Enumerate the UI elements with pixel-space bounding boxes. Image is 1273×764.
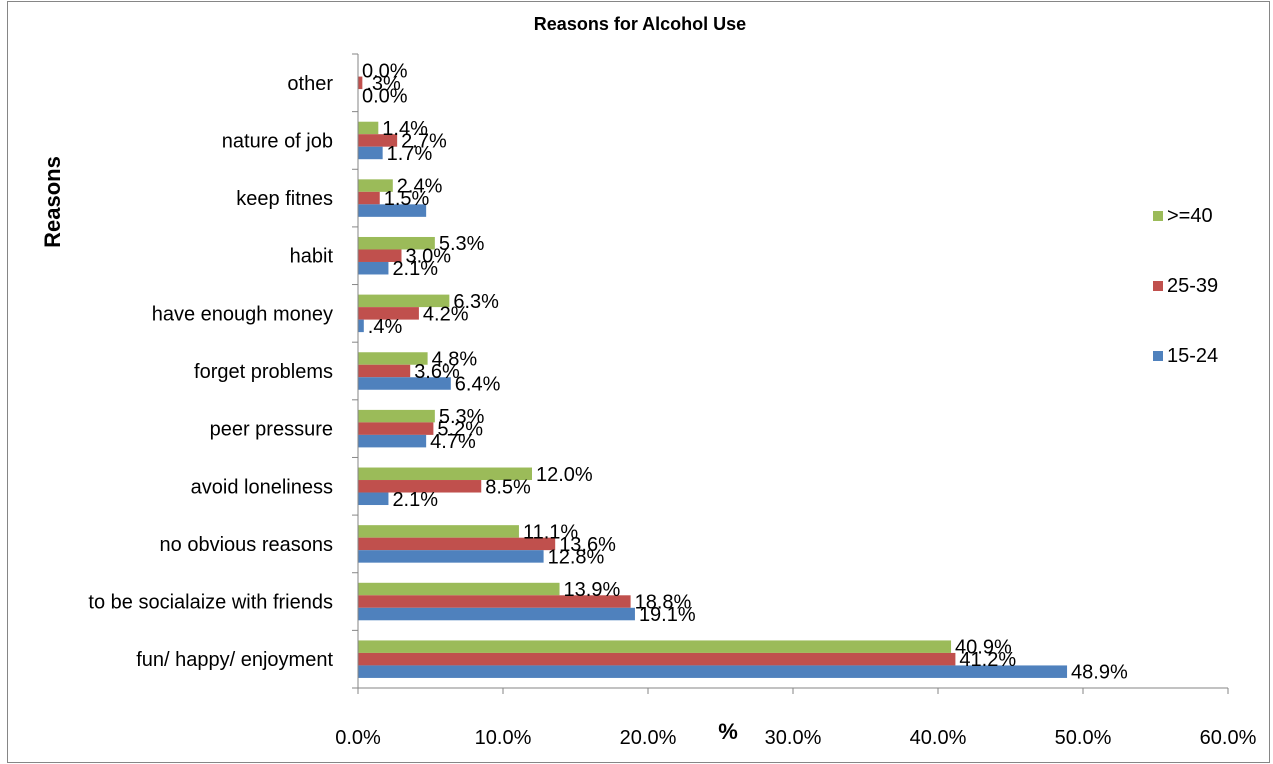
bar-25-39-peer-pressure [358,422,434,435]
x-tick-label: 60.0% [1200,727,1257,749]
data-label-25-39-fun-happy-enjoyment: 41.2% [959,649,1016,671]
bar-40-to-be-socialaize-with-friends [358,582,560,596]
category-label-have-enough-money: have enough money [152,303,333,325]
category-label-fun-happy-enjoyment: fun/ happy/ enjoyment [136,649,333,671]
bar-15-24-avoid-loneliness [358,492,389,506]
data-label-15-24-fun-happy-enjoyment: 48.9% [1071,662,1128,684]
legend-label-15-24: 15-24 [1167,345,1218,367]
legend-swatch-15-24 [1153,351,1163,361]
bar-40-habit [358,236,435,250]
bar-25-39-have-enough-money [358,307,419,320]
data-label-40-other: 0.0% [362,60,408,82]
bar-25-39-nature-of-job [358,134,398,147]
bar-25-39-habit [358,249,402,262]
data-label-15-24-to-be-socialaize-with-friends: 19.1% [639,604,696,626]
data-label-40-have-enough-money: 6.3% [453,291,499,313]
axes-layer: 0.0% 10.0% 20.0% 30.0% 40.0% 50.0% 60.0% other n… [88,53,1257,749]
bar-40-avoid-loneliness [358,467,532,481]
category-label-habit: habit [290,246,334,268]
y-axis-title: Reasons [40,156,65,248]
bar-40-keep-fitnes [358,179,393,192]
data-label-40-avoid-loneliness: 12.0% [536,464,593,486]
data-label-25-39-have-enough-money: 4.2% [423,303,469,325]
bar-15-24-nature-of-job [358,146,383,160]
x-axis-title: % [718,719,738,744]
data-label-15-24-peer-pressure: 4.7% [430,431,476,453]
bar-25-39-avoid-loneliness [358,480,482,493]
data-label-25-39-avoid-loneliness: 8.5% [485,476,531,498]
data-label-25-39-habit: 3.0% [406,246,452,268]
bar-40-have-enough-money [358,294,450,308]
bar-40-peer-pressure [358,409,435,423]
x-tick-label: 40.0% [910,727,967,749]
bar-15-24-keep-fitnes [358,204,427,217]
bar-25-39-other [358,76,363,90]
x-tick-label: 10.0% [475,727,532,749]
bar-40-no-obvious-reasons [358,525,519,538]
legend-swatch-40 [1153,211,1163,221]
bar-15-24-habit [358,261,389,275]
legend-swatch-25-39 [1153,281,1163,291]
x-tick-label: 0.0% [335,727,381,749]
bar-15-24-peer-pressure [358,434,427,448]
data-label-40-keep-fitnes: 2.4% [397,176,443,198]
legend: >=40 25-39 15-24 [1153,205,1218,367]
data-label-40-forget-problems: 4.8% [432,349,478,371]
data-label-25-39-nature-of-job: 2.7% [401,130,447,152]
data-label-40-no-obvious-reasons: 11.1% [523,521,578,543]
bar-15-24-to-be-socialaize-with-friends [358,607,635,621]
x-tick-label: 30.0% [765,727,822,749]
bar-25-39-no-obvious-reasons [358,537,556,551]
bar-40-forget-problems [358,352,428,365]
data-label-25-39-no-obvious-reasons: 13.6% [559,534,616,556]
bar-15-24-no-obvious-reasons [358,550,544,563]
bar-15-24-forget-problems [358,377,451,390]
category-label-avoid-loneliness: avoid loneliness [191,476,333,498]
data-label-15-24-other: 0.0% [362,85,408,107]
data-label-40-nature-of-job: 1.4% [382,118,428,140]
bar-25-39-keep-fitnes [358,191,380,205]
data-label-40-fun-happy-enjoyment: 40.9% [955,637,1012,659]
data-label-25-39-to-be-socialaize-with-friends: 18.8% [635,592,692,614]
bar-40-fun-happy-enjoyment [358,640,952,653]
category-label-nature-of-job: nature of job [222,130,333,152]
bar-25-39-fun-happy-enjoyment [358,652,956,666]
data-label-15-24-forget-problems: 6.4% [455,374,501,396]
legend-label-25-39: 25-39 [1167,275,1218,297]
bar-15-24-fun-happy-enjoyment [358,665,1068,678]
bar-25-39-forget-problems [358,364,411,378]
data-label-40-habit: 5.3% [439,233,485,255]
data-label-25-39-keep-fitnes: 1.5% [384,188,430,210]
category-label-peer-pressure: peer pressure [210,419,333,441]
bar-15-24-have-enough-money [358,319,364,333]
category-label-other: other [287,73,333,95]
data-label-15-24-avoid-loneliness: 2.1% [392,489,438,511]
category-label-keep-fitnes: keep fitnes [236,188,333,210]
category-label-forget-problems: forget problems [194,361,333,383]
data-labels-layer: 0.0%.3%0.0%1.4%2.7%1.7%2.4%1.5%5.3%3.0%2… [362,60,1128,683]
data-label-25-39-other: .3% [366,73,401,95]
data-label-25-39-forget-problems: 3.6% [414,361,460,383]
chart-title: Reasons for Alcohol Use [534,14,746,34]
data-label-15-24-nature-of-job: 1.7% [387,143,433,165]
category-label-to-be-socialaize-with-friends: to be socialaize with friends [88,592,333,614]
legend-label-40: >=40 [1167,205,1213,227]
x-tick-label: 50.0% [1055,727,1112,749]
data-label-40-to-be-socialaize-with-friends: 13.9% [564,579,621,601]
data-label-40-peer-pressure: 5.3% [439,406,485,428]
bars-layer [358,76,1068,678]
x-tick-label: 20.0% [620,727,677,749]
data-label-15-24-habit: 2.1% [392,258,438,280]
data-label-25-39-peer-pressure: 5.2% [437,419,483,441]
bar-40-nature-of-job [358,121,379,135]
data-label-15-24-no-obvious-reasons: 12.8% [548,546,605,568]
data-label-15-24-have-enough-money: .4% [368,316,403,338]
category-label-no-obvious-reasons: no obvious reasons [160,534,333,556]
bar-25-39-to-be-socialaize-with-friends [358,595,631,608]
chart-border [7,1,1270,763]
